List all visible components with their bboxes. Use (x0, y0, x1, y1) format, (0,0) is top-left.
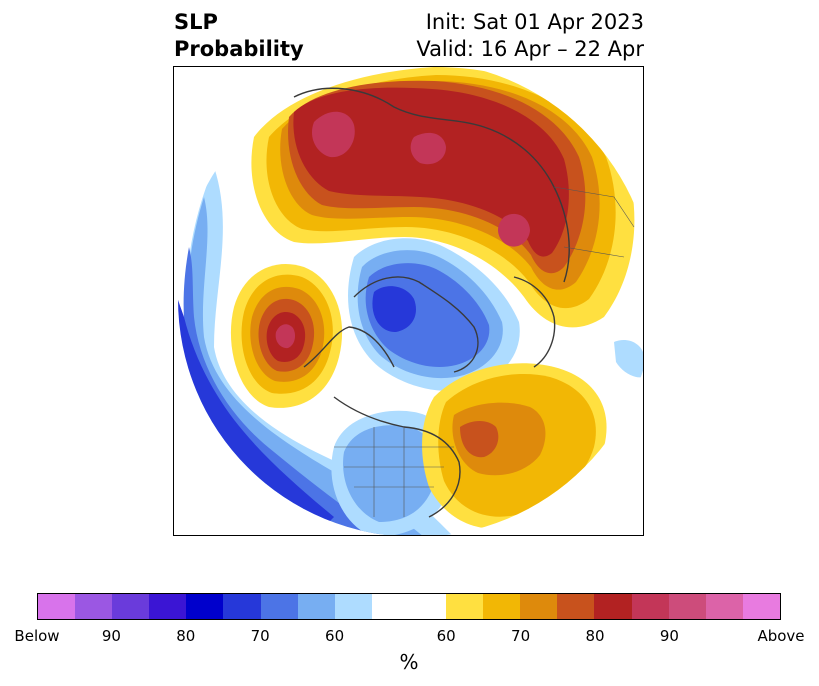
title-variable: SLP (174, 10, 218, 34)
colorbar-segment (38, 594, 76, 619)
colorbar-segment (631, 594, 669, 619)
colorbar-tick-label: Above (757, 627, 805, 645)
colorbar (37, 593, 781, 620)
colorbar-unit: % (399, 650, 419, 674)
colorbar-tick-label: 90 (659, 627, 679, 645)
colorbar-segment (742, 594, 780, 619)
polar-map (178, 67, 643, 535)
colorbar-segment (446, 594, 484, 619)
colorbar-segment (594, 594, 632, 619)
colorbar-segment (260, 594, 298, 619)
map-panel (173, 66, 644, 536)
colorbar-segment (483, 594, 521, 619)
valid-range: Valid: 16 Apr – 22 Apr (416, 37, 644, 61)
colorbar-segment (557, 594, 595, 619)
colorbar-tick-label: 80 (176, 627, 196, 645)
colorbar-segment (705, 594, 743, 619)
colorbar-tick-label: 80 (585, 627, 605, 645)
colorbar-segment (520, 594, 558, 619)
colorbar-segment (297, 594, 335, 619)
colorbar-segment (112, 594, 150, 619)
title-right: Init: Sat 01 Apr 2023 Valid: 16 Apr – 22… (416, 9, 644, 63)
colorbar-segment (149, 594, 187, 619)
colorbar-segment (668, 594, 706, 619)
init-date: Init: Sat 01 Apr 2023 (425, 10, 644, 34)
colorbar-tick-label: Below (14, 627, 60, 645)
colorbar-segment (371, 594, 447, 619)
coastlines (293, 87, 570, 518)
colorbar-tick-label: 90 (101, 627, 121, 645)
colorbar-segment (223, 594, 261, 619)
colorbar-segment (186, 594, 224, 619)
colorbar-tick-label: 70 (511, 627, 531, 645)
colorbar-segment (334, 594, 372, 619)
colorbar-tick-label: 60 (325, 627, 345, 645)
colorbar-tick-label: 60 (436, 627, 456, 645)
colorbar-tick-label: 70 (250, 627, 270, 645)
colorbar-segment (75, 594, 113, 619)
title-field: Probability (174, 37, 304, 61)
title-left: SLP Probability (174, 9, 304, 63)
borders (334, 186, 635, 517)
